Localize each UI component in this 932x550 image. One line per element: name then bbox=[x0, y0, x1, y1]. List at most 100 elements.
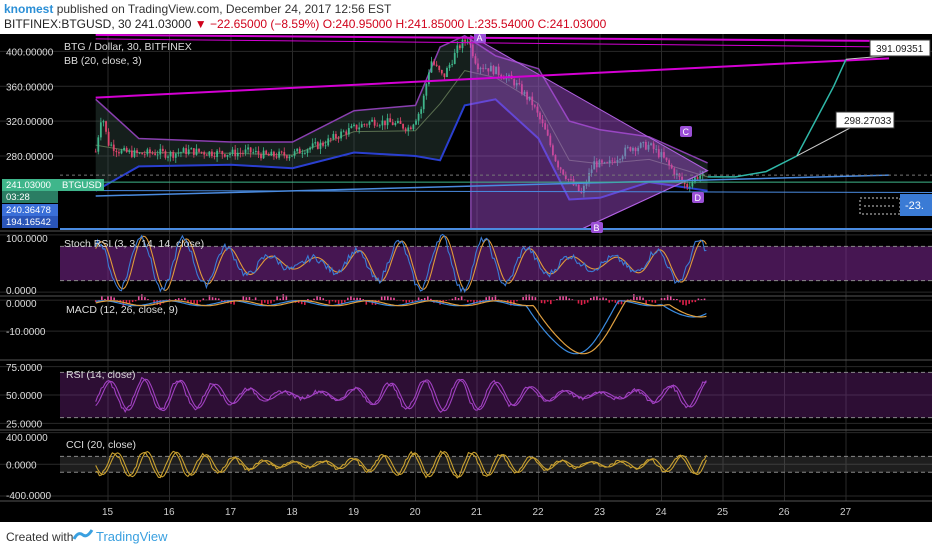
candle-body bbox=[647, 144, 650, 150]
cci-signal bbox=[95, 450, 707, 478]
candle-body bbox=[381, 120, 384, 126]
candle-body bbox=[229, 153, 231, 155]
published-text: published on TradingView.com, December 2… bbox=[56, 2, 392, 16]
candle-body bbox=[471, 44, 474, 57]
candle-body bbox=[652, 143, 655, 150]
candle-body bbox=[314, 142, 317, 144]
chart-area[interactable]: BTG / Dollar, 30, BITFINEX BB (20, close… bbox=[0, 34, 932, 522]
x-tick-label: 16 bbox=[164, 507, 176, 518]
candle-body bbox=[417, 113, 420, 121]
candle-body bbox=[557, 161, 559, 168]
candle-body bbox=[500, 74, 503, 78]
candle-body bbox=[683, 181, 686, 185]
candle-body bbox=[451, 63, 454, 65]
upper-channel-line bbox=[95, 57, 890, 99]
candle-body bbox=[562, 169, 565, 175]
price-tick-label: 320.00000 bbox=[6, 117, 54, 128]
stoch-label: Stoch RSI (3, 3, 14, 14, close) bbox=[64, 238, 204, 250]
candle-body bbox=[696, 177, 699, 179]
drawings bbox=[59, 34, 932, 230]
candle-body bbox=[133, 150, 136, 157]
candle-body bbox=[670, 164, 673, 169]
countdown-badge bbox=[2, 191, 58, 203]
candle-body bbox=[242, 152, 244, 154]
cci-tick-label: 0.0000 bbox=[6, 460, 37, 471]
candle-body bbox=[161, 148, 164, 152]
x-tick-label: 25 bbox=[717, 507, 729, 518]
candle-body bbox=[311, 143, 314, 148]
macd-label: MACD (12, 26, close, 9) bbox=[66, 304, 178, 316]
candle-body bbox=[603, 162, 606, 164]
projection-callouts: 391.09351 298.27033 -23. bbox=[835, 39, 932, 216]
candle-body bbox=[409, 127, 412, 130]
candle-body bbox=[644, 141, 647, 150]
candle-body bbox=[298, 148, 301, 154]
stoch-tick-label: 100.0000 bbox=[6, 234, 48, 245]
candle-body bbox=[629, 147, 632, 151]
candle-body bbox=[544, 123, 547, 130]
candle-body bbox=[363, 124, 366, 125]
candle-body bbox=[288, 156, 291, 159]
candle-body bbox=[118, 152, 120, 154]
indicator-bands bbox=[60, 245, 932, 473]
last-price-badge-text: 241.03000 bbox=[6, 180, 51, 191]
candle-body bbox=[252, 152, 255, 153]
cci-tick-label: -400.0000 bbox=[6, 491, 51, 502]
bb-upper bbox=[95, 34, 708, 164]
candle-body bbox=[177, 152, 180, 154]
candle-body bbox=[642, 141, 645, 144]
author-name[interactable]: knomest bbox=[4, 2, 54, 16]
candle-body bbox=[577, 184, 580, 192]
candle-body bbox=[283, 152, 286, 156]
last-price: 241.03000 bbox=[134, 17, 192, 31]
chart-svg[interactable]: BTG / Dollar, 30, BITFINEX BB (20, close… bbox=[0, 34, 932, 522]
top-trendline bbox=[95, 34, 890, 42]
candle-body bbox=[368, 121, 371, 125]
candle-body bbox=[663, 152, 665, 158]
stoch-line bbox=[95, 233, 707, 294]
candle-body bbox=[673, 168, 676, 176]
publish-line: knomest published on TradingView.com, De… bbox=[4, 2, 391, 16]
candle-body bbox=[588, 172, 590, 184]
candle-body bbox=[200, 151, 203, 153]
x-tick-label: 15 bbox=[102, 507, 114, 518]
candle-body bbox=[389, 118, 392, 123]
candle-body bbox=[608, 160, 611, 163]
candle-body bbox=[650, 143, 652, 145]
candle-body bbox=[329, 138, 332, 140]
candle-body bbox=[319, 142, 322, 149]
x-tick-label: 22 bbox=[533, 507, 545, 518]
candle-body bbox=[430, 61, 433, 73]
candle-body bbox=[366, 124, 368, 126]
tradingview-brand[interactable]: TradingView bbox=[96, 529, 168, 544]
candle-body bbox=[428, 72, 430, 85]
bb-label: BB (20, close, 3) bbox=[64, 55, 142, 67]
candle-body bbox=[446, 68, 448, 77]
candle-body bbox=[169, 151, 172, 157]
level1-badge-text: 240.36478 bbox=[6, 205, 51, 216]
candle-body bbox=[549, 135, 552, 146]
candle-body bbox=[280, 151, 283, 153]
candle-body bbox=[518, 82, 521, 85]
candle-body bbox=[345, 131, 348, 135]
candle-body bbox=[105, 121, 107, 132]
point-d-label: D bbox=[695, 193, 702, 203]
candle-body bbox=[531, 96, 534, 106]
lower-channel-line bbox=[95, 174, 890, 197]
candle-body bbox=[665, 157, 668, 161]
main-title: BTG / Dollar, 30, BITFINEX bbox=[64, 41, 192, 53]
candle-body bbox=[582, 185, 585, 193]
x-tick-label: 19 bbox=[348, 507, 360, 518]
candle-body bbox=[185, 148, 188, 155]
candle-body bbox=[541, 119, 544, 124]
macd-tick-label: 0.0000 bbox=[6, 299, 37, 310]
candle-body bbox=[198, 148, 200, 152]
x-tick-label: 17 bbox=[225, 507, 237, 518]
candle-body bbox=[195, 148, 198, 155]
candle-body bbox=[353, 124, 355, 127]
projection-curve bbox=[707, 58, 847, 178]
candle-body bbox=[373, 119, 376, 126]
candle-body bbox=[180, 152, 182, 154]
candle-body bbox=[474, 56, 477, 64]
candle-body bbox=[291, 155, 293, 157]
